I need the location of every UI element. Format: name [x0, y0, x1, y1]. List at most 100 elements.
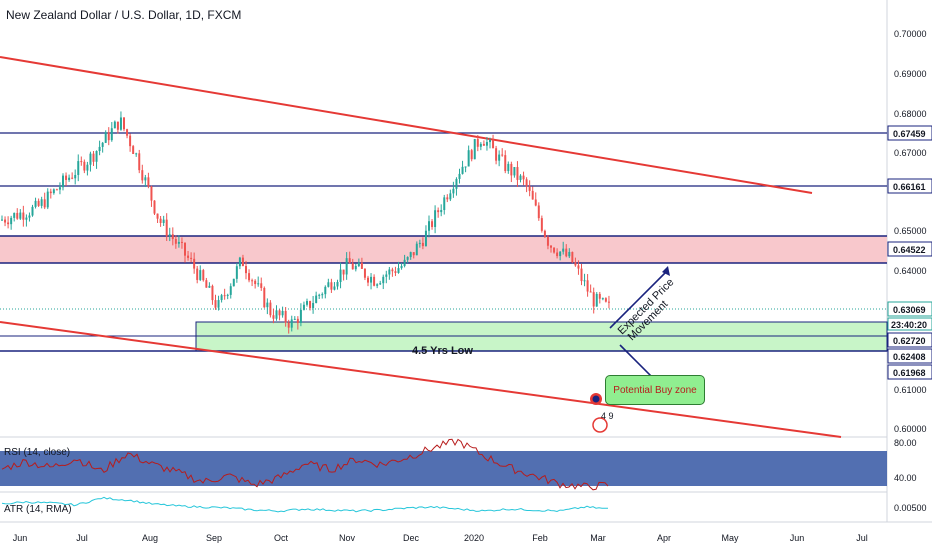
candle-down	[492, 139, 495, 149]
price-label-box	[887, 364, 932, 380]
candle-down	[269, 302, 272, 316]
candle-down	[156, 213, 159, 219]
candle-up	[74, 174, 77, 179]
candle-down	[495, 148, 498, 161]
candle-up	[583, 280, 586, 282]
event-flag-us-icon[interactable]	[592, 417, 608, 433]
ytick-label: 0.61000	[894, 385, 927, 395]
candle-up	[220, 295, 223, 301]
candle-down	[80, 161, 83, 163]
candle-up	[315, 295, 318, 303]
candle-down	[37, 200, 40, 206]
candle-down	[531, 190, 534, 200]
expected-arrow-up[interactable]	[609, 269, 669, 329]
lower-trendline[interactable]	[0, 321, 842, 438]
candle-down	[522, 175, 525, 180]
candle-down	[278, 310, 281, 316]
candle-down	[360, 262, 363, 269]
candle-up	[519, 175, 522, 180]
candle-up	[229, 286, 232, 295]
candle-down	[184, 242, 186, 256]
candle-up	[13, 212, 16, 218]
candle-down	[540, 218, 543, 231]
candle-down	[537, 205, 540, 219]
candle-up	[101, 142, 104, 147]
candle-down	[592, 292, 595, 307]
xtick-label: Jul	[856, 533, 868, 543]
price-pane[interactable]	[0, 0, 887, 437]
low-annotation: 4.5 Yrs Low	[412, 345, 473, 357]
buy-zone-callout[interactable]: Potential Buy zone	[605, 375, 705, 405]
candle-down	[348, 258, 351, 264]
countdown-box	[887, 317, 932, 331]
time-axis[interactable]: Jun Jul Aug Sep Oct Nov Dec 2020 Feb Mar Apr May Jun…	[13, 533, 868, 543]
upper-trendline[interactable]	[0, 56, 813, 194]
candle-down	[412, 252, 415, 256]
candle-up	[507, 163, 510, 172]
xtick-label: Jun	[13, 533, 28, 543]
candle-down	[598, 293, 601, 299]
candle-down	[196, 268, 199, 280]
candle-down	[116, 121, 119, 130]
ytick-label: 0.65000	[894, 226, 927, 236]
candles-group	[1, 111, 610, 334]
candle-down	[4, 219, 7, 223]
candle-down	[363, 268, 366, 278]
candle-down	[330, 282, 333, 290]
candle-down	[126, 129, 129, 136]
xtick-label: Feb	[532, 533, 548, 543]
candle-up	[226, 294, 229, 296]
rsi-label: RSI (14, close)	[4, 447, 71, 458]
candle-up	[144, 177, 147, 181]
candle-down	[43, 199, 46, 208]
candle-up	[479, 143, 482, 147]
candle-up	[485, 142, 488, 146]
xtick-label: Dec	[403, 533, 420, 543]
candle-up	[406, 257, 409, 260]
candle-up	[135, 153, 138, 155]
xtick-label: 2020	[464, 533, 484, 543]
rsi-line[interactable]	[1, 438, 609, 491]
candle-up	[19, 212, 22, 219]
candle-up	[339, 269, 342, 282]
candle-up	[440, 210, 443, 213]
candle-down	[543, 230, 546, 237]
price-label: 0.61968	[893, 368, 926, 378]
candle-down	[565, 248, 568, 257]
price-label-box	[887, 178, 932, 194]
candle-down	[254, 280, 257, 285]
candle-up	[388, 269, 391, 275]
candle-down	[516, 167, 519, 180]
price-axis[interactable]: 0.70000 0.69000 0.68000 0.67000 0.65000 …	[894, 29, 927, 434]
candle-up	[370, 276, 373, 283]
price-label: 0.66161	[893, 182, 926, 192]
candle-up	[458, 173, 461, 179]
candle-up	[434, 210, 437, 227]
candle-up	[306, 301, 308, 305]
candle-up	[318, 294, 321, 296]
candle-down	[342, 269, 345, 275]
candle-up	[86, 164, 89, 171]
candle-up	[443, 197, 446, 211]
candle-up	[489, 139, 491, 143]
ytick-label: 0.69000	[894, 69, 927, 79]
candle-down	[309, 301, 312, 308]
rsi-band	[0, 451, 887, 486]
candle-down	[55, 189, 58, 191]
candle-up	[104, 132, 107, 143]
candle-down	[504, 155, 507, 172]
candle-down	[174, 239, 177, 244]
candle-down	[202, 270, 205, 281]
xtick-label: Jul	[76, 533, 88, 543]
rsi-ytick: 40.00	[894, 473, 917, 483]
candle-down	[367, 277, 369, 283]
candle-down	[205, 280, 208, 288]
xtick-label: Nov	[339, 533, 356, 543]
candle-up	[455, 178, 458, 189]
atr-line[interactable]	[1, 496, 609, 513]
candle-down	[223, 295, 226, 297]
event-badge-text: 4 9	[601, 411, 614, 421]
candle-down	[251, 280, 254, 282]
candle-up	[357, 262, 360, 267]
